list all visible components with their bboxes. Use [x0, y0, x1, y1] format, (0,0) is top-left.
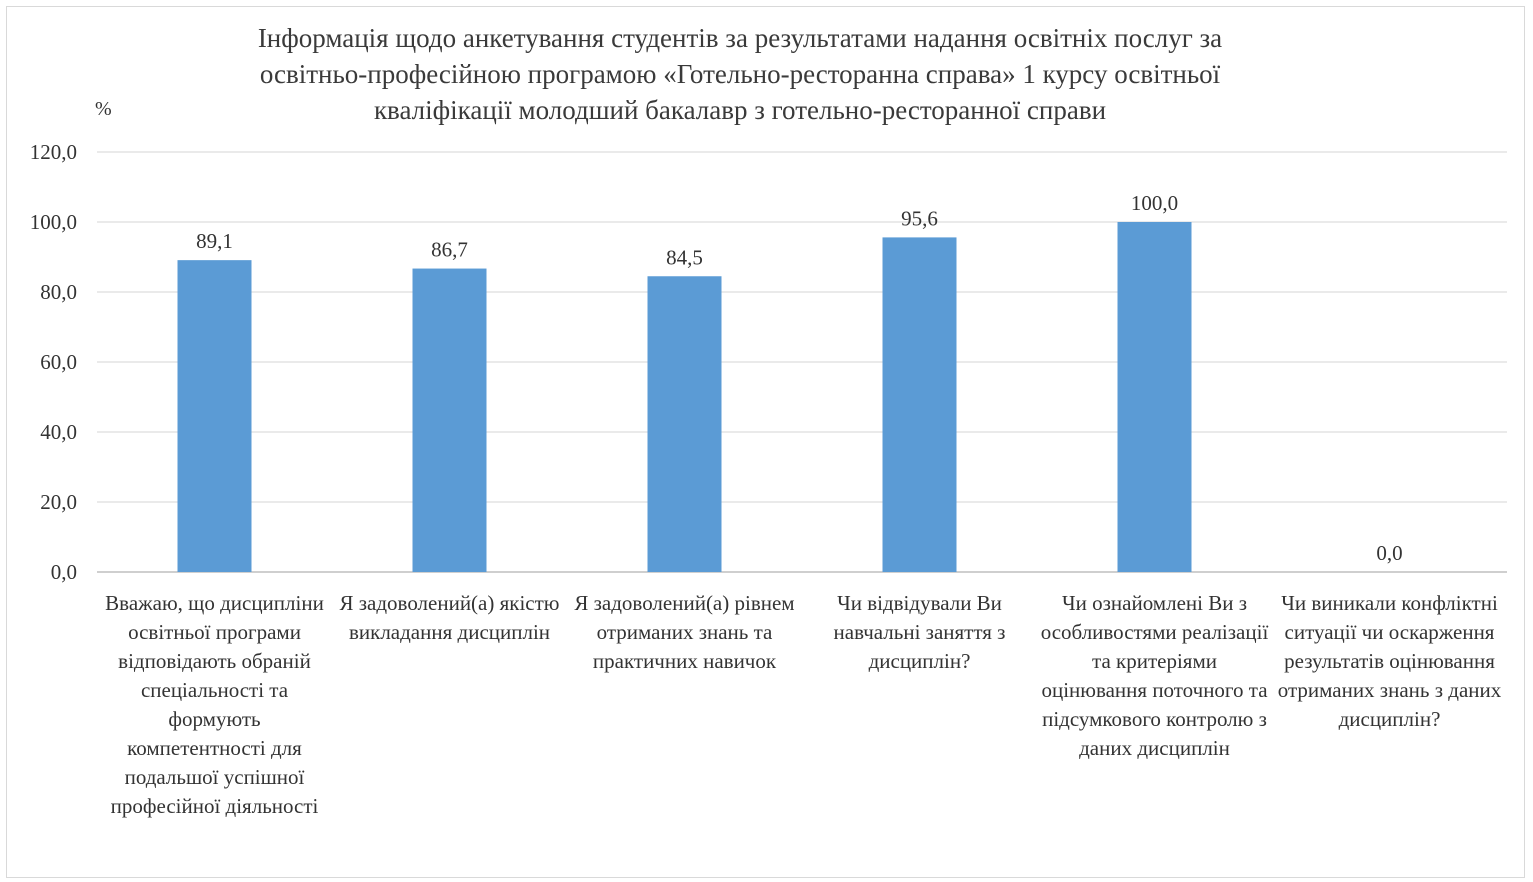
bar: [1117, 222, 1192, 572]
chart-title-line: кваліфікації молодший бакалавр з готельн…: [373, 95, 1107, 125]
chart-title-line: освітньо-професійною програмою «Готельно…: [259, 59, 1221, 89]
data-label: 86,7: [431, 238, 468, 262]
bar: [882, 237, 957, 572]
y-tick-label: 40,0: [40, 420, 77, 444]
category-label: Вважаю, що дисципліни освітньої програми…: [105, 591, 324, 818]
data-label: 89,1: [196, 229, 233, 253]
bar: [647, 276, 722, 572]
category-label: Чи ознайомлені Ви з особливостями реаліз…: [1040, 591, 1269, 760]
y-tick-label: 120,0: [30, 140, 77, 164]
data-label: 100,0: [1131, 191, 1178, 215]
category-label: Чи відвідували Ви навчальні заняття з ди…: [833, 591, 1006, 673]
y-axis-unit-label: %: [95, 98, 112, 120]
y-tick-label: 80,0: [40, 280, 77, 304]
bar: [177, 260, 252, 572]
category-label: Я задоволений(а) рівнем отриманих знань …: [574, 591, 795, 673]
y-tick-label: 60,0: [40, 350, 77, 374]
chart-frame: [6, 6, 1525, 878]
category-label: Я задоволений(а) якістю викладання дисци…: [339, 591, 560, 644]
y-tick-label: 20,0: [40, 490, 77, 514]
y-tick-label: 0,0: [51, 560, 77, 584]
category-label: Чи виникали конфліктні ситуації чи оскар…: [1277, 591, 1502, 731]
y-tick-label: 100,0: [30, 210, 77, 234]
data-label: 84,5: [666, 245, 703, 269]
data-label: 95,6: [901, 206, 938, 230]
data-label: 0,0: [1376, 541, 1402, 565]
chart-title-line: Інформація щодо анкетування студентів за…: [257, 23, 1223, 53]
chart-title: Інформація щодо анкетування студентів за…: [180, 20, 1300, 128]
bar: [412, 268, 487, 572]
